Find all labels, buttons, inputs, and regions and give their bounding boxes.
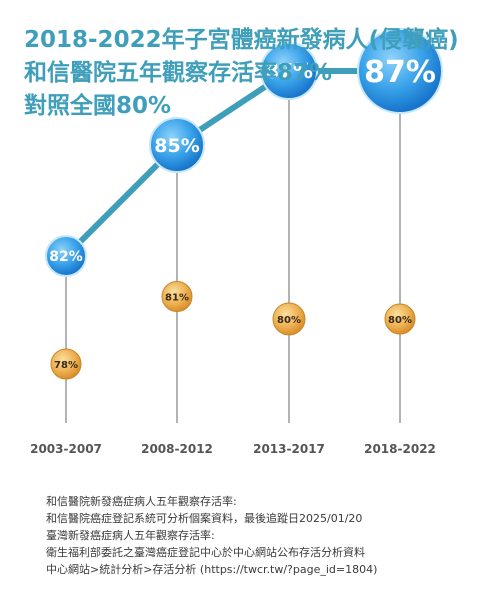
national-value-label: 78% [54,360,78,371]
title-line-3: 對照全國80% [24,93,172,119]
hospital-value-label: 85% [154,135,199,157]
national-dot [161,281,193,312]
x-tick-label: 2013-2017 [253,442,325,456]
footnote-line: 衛生福利部委託之臺灣癌症登記中心於中心網站公布存活分析資料 [46,546,365,559]
chart-title: 2018-2022年子宮體癌新發病人(侵襲癌) 和信醫院五年觀察存活率87% 對… [24,24,474,123]
national-dot [384,303,416,335]
source-footnote: 和信醫院新發癌症病人五年觀察存活率: 和信醫院癌症登記系統可分析個案資料，最後追… [46,493,466,578]
hospital-bubble [149,117,205,173]
footnote-line: 中心網站>統計分析>存活分析 (https://twcr.tw/?page_id… [46,563,378,576]
title-line-1: 2018-2022年子宮體癌新發病人(侵襲癌) [24,27,459,53]
footnote-line: 臺灣新發癌症病人五年觀察存活率: [46,529,215,542]
hospital-bubble [45,235,87,277]
national-value-label: 80% [388,315,412,326]
national-value-label: 81% [165,293,189,304]
x-tick-label: 2008-2012 [141,442,213,456]
hospital-value-label: 87% [364,55,436,90]
national-dot [272,302,306,336]
hospital-value-label: 82% [49,249,83,265]
title-line-2: 和信醫院五年觀察存活率87% [24,60,333,86]
national-dot [50,348,82,380]
x-tick-label: 2003-2007 [30,442,102,456]
national-value-label: 80% [277,315,301,326]
hospital-value-label: 87% [265,59,313,83]
x-tick-label: 2018-2022 [364,442,436,456]
trend-line [63,68,403,259]
hospital-bubble [260,42,318,100]
footnote-line: 和信醫院癌症登記系統可分析個案資料，最後追蹤日2025/01/20 [46,512,363,525]
hospital-bubble [357,28,443,114]
footnote-line: 和信醫院新發癌症病人五年觀察存活率: [46,495,237,508]
